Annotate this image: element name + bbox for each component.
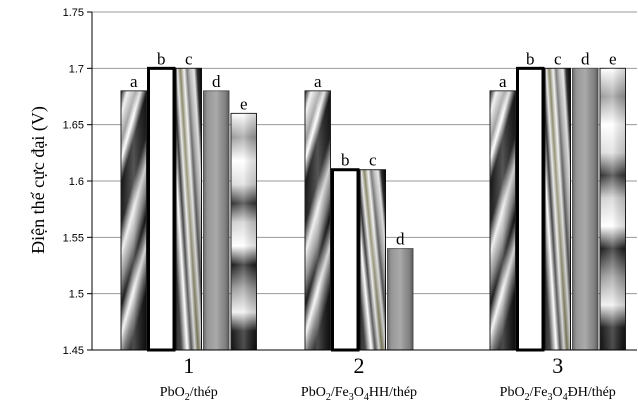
bar-label: e [240,94,248,113]
bar-label: b [157,49,166,68]
subscript: 3 [547,392,552,403]
bar-2-b [331,168,360,352]
bar-3-b [516,66,545,352]
y-tick-label: 1.5 [69,289,84,301]
axes [87,11,637,351]
subscript: 2 [185,392,190,403]
bar-sheen [490,90,516,350]
bar-sheen [176,68,202,350]
label-part: /thép [190,385,218,400]
bar-label: e [609,49,617,68]
y-tick-label: 1.55 [63,232,84,244]
label-part: ĐH/thép [568,385,616,400]
bar-label: a [499,72,507,91]
group-number: 3 [552,353,563,378]
subscript: 3 [349,392,354,403]
bar-label: b [526,49,535,68]
bar-sheen [600,68,626,350]
bar-label: d [396,230,405,249]
label-part: O [552,385,562,400]
bar-label: d [581,49,590,68]
label-part: PbO [160,385,185,400]
label-part: O [354,385,364,400]
group-label: PbO2/thép [160,385,218,403]
y-tick-label: 1.7 [69,63,84,75]
bar-sheen [545,68,571,350]
group-label: PbO2/Fe3O4ĐH/thép [500,385,616,403]
label-part: PbO [301,385,326,400]
label-part: /Fe [331,385,349,400]
y-tick-label: 1.45 [63,345,84,357]
bar-label: a [130,72,138,91]
bar-sheen [572,68,598,350]
bar-label: c [554,49,562,68]
bar-label: a [314,72,322,91]
bar-sheen [360,169,386,350]
bar-sheen [305,90,331,350]
group-number: 2 [354,353,365,378]
y-axis-title: Điện thế cực đại (V) [28,106,49,254]
subscript: 2 [326,392,331,403]
labels: 1.45 1.5 1.55 1.6 1.65 1.7 1.75 Điện thế cực đạ… [28,7,617,403]
bar-sheen [121,90,147,350]
bar-label: c [185,49,193,68]
bar-label: b [341,151,350,170]
group-label: PbO2/Fe3O4HH/thép [301,385,417,403]
label-part: PbO [500,385,525,400]
bar-label: c [369,151,377,170]
subscript: 4 [563,392,568,403]
y-tick-label: 1.75 [63,7,84,19]
bars [120,66,626,352]
y-tick-label: 1.6 [69,176,84,188]
group-number: 1 [183,353,194,378]
bar-label: d [212,72,221,91]
bar-1-b [147,66,176,352]
label-part: HH/thép [369,385,417,400]
bar-sheen [203,90,229,350]
subscript: 4 [364,392,369,403]
bar-sheen [231,113,257,351]
bar-sheen [387,248,413,350]
label-part: /Fe [530,385,548,400]
subscript: 2 [525,392,530,403]
y-tick-label: 1.65 [63,120,84,132]
